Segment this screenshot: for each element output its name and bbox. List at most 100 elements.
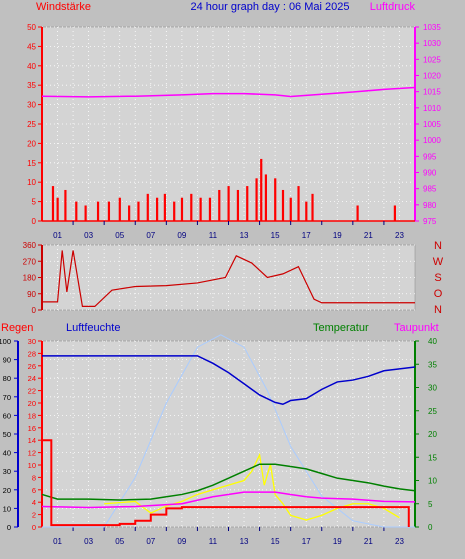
pressure-axis-label: 1025 — [423, 55, 441, 64]
temperature-axis-label: 25 — [428, 407, 437, 416]
wind-bar — [297, 186, 300, 221]
hour-label: 03 — [84, 231, 93, 240]
wind-bar — [356, 205, 359, 221]
hour-label: 07 — [146, 231, 155, 240]
wind-bar — [137, 201, 140, 221]
wind-bar — [199, 197, 202, 221]
pressure-axis-label: 980 — [423, 201, 437, 210]
humidity-axis-label: 100 — [0, 337, 11, 346]
wind-bar — [190, 193, 193, 221]
pressure-axis-label: 985 — [423, 185, 437, 194]
rain-axis-label: 4 — [32, 498, 36, 507]
pressure-axis-label: 990 — [423, 169, 437, 178]
hour-label: 07 — [146, 537, 155, 546]
wind-axis-label: 35 — [27, 81, 36, 90]
hour-label: 23 — [395, 231, 404, 240]
direction-axis-label: 360 — [23, 241, 37, 250]
hour-label: 21 — [364, 537, 373, 546]
pressure-axis-label: 1015 — [423, 88, 441, 97]
pressure-axis-label: 1005 — [423, 120, 441, 129]
chart-marks — [41, 86, 416, 528]
rain-axis-label: 6 — [32, 486, 36, 495]
wind-bar — [236, 189, 240, 221]
humidity-axis-label: 50 — [3, 430, 11, 439]
rain-axis-label: 10 — [28, 461, 36, 470]
humidity-axis-label: 0 — [7, 523, 11, 532]
humidity-axis-label: 70 — [3, 393, 11, 402]
temperature-axis-label: 0 — [428, 523, 433, 532]
wind-bar — [281, 189, 285, 221]
wind-axis-label: 5 — [32, 198, 37, 207]
direction-axis-label: 270 — [23, 257, 37, 266]
rain-axis-label: 20 — [28, 399, 36, 408]
rain-axis-label: 16 — [28, 424, 36, 433]
compass-label: O — [434, 288, 443, 300]
hour-label: 05 — [115, 231, 124, 240]
temperature-title: Temperatur — [313, 322, 369, 334]
pressure-axis-label: 1010 — [423, 104, 441, 113]
wind-bar — [289, 197, 292, 221]
rain-axis-label: 14 — [28, 436, 36, 445]
hour-label: 01 — [53, 537, 62, 546]
humidity-axis-label: 20 — [3, 486, 11, 495]
hour-label: 13 — [240, 537, 249, 546]
direction-axis-label: 90 — [27, 290, 36, 299]
pressure-axis-label: 1000 — [423, 136, 441, 145]
wind-bar — [107, 201, 111, 221]
wind-title: Windstärke — [36, 1, 91, 13]
pressure-axis-label: 975 — [423, 217, 437, 226]
uv-line — [42, 334, 415, 528]
humidity-axis-label: 10 — [3, 504, 11, 513]
dewpoint-title: Taupunkt — [394, 322, 439, 334]
wind-bar — [84, 205, 87, 221]
temperature-line — [41, 463, 416, 501]
hour-label: 15 — [271, 231, 280, 240]
humidity-axis-label: 60 — [3, 411, 11, 420]
rain-axis-label: 26 — [28, 362, 36, 371]
wind-bar — [146, 193, 149, 221]
wind-axis-label: 25 — [27, 120, 36, 129]
compass-label: W — [433, 256, 444, 268]
rain-line — [42, 439, 410, 527]
wind-bar — [118, 197, 121, 221]
pressure-axis-label: 1030 — [423, 39, 441, 48]
wind-axis-label: 45 — [27, 42, 36, 51]
rain-axis-label: 24 — [28, 374, 36, 383]
direction-line — [42, 250, 415, 307]
wind-bar — [96, 201, 100, 221]
wind-bar — [128, 205, 131, 221]
temperature-axis-label: 40 — [428, 337, 437, 346]
wind-bar — [173, 201, 176, 221]
wind-bar — [218, 189, 221, 221]
humidity-axis-label: 30 — [3, 467, 11, 476]
rain-axis-label: 8 — [32, 473, 36, 482]
wind-axis-label: 50 — [27, 23, 36, 32]
temperature-axis-label: 15 — [428, 453, 437, 462]
temperature-axis-label: 30 — [428, 384, 437, 393]
direction-axis-label: 180 — [23, 274, 37, 283]
wind-bar — [180, 197, 184, 221]
temperature-axis-label: 10 — [428, 477, 437, 486]
hour-label: 23 — [395, 537, 404, 546]
pressure-line — [41, 86, 416, 98]
rain-axis-label: 18 — [28, 411, 36, 420]
wind-bar — [163, 193, 166, 221]
hour-label: 03 — [84, 537, 93, 546]
graph-title: 24 hour graph day : 06 Mai 2025 — [190, 1, 349, 13]
hour-label: 17 — [302, 537, 311, 546]
wind-bar — [75, 201, 78, 221]
wind-bar — [56, 197, 59, 221]
tick-labels: 0510152025303540455097598098599099510001… — [0, 23, 444, 546]
hour-label: 13 — [240, 231, 249, 240]
wind-bar — [246, 186, 249, 221]
compass-label: N — [434, 240, 442, 252]
hour-label: 01 — [53, 231, 62, 240]
wind-bar — [156, 197, 159, 221]
temperature-axis-label: 5 — [428, 500, 433, 509]
wind-axis-label: 30 — [27, 101, 36, 110]
wind-bar — [208, 197, 212, 221]
grid-lines — [42, 26, 415, 528]
rain-axis-label: 28 — [28, 349, 36, 358]
wind-axis-label: 0 — [32, 217, 37, 226]
